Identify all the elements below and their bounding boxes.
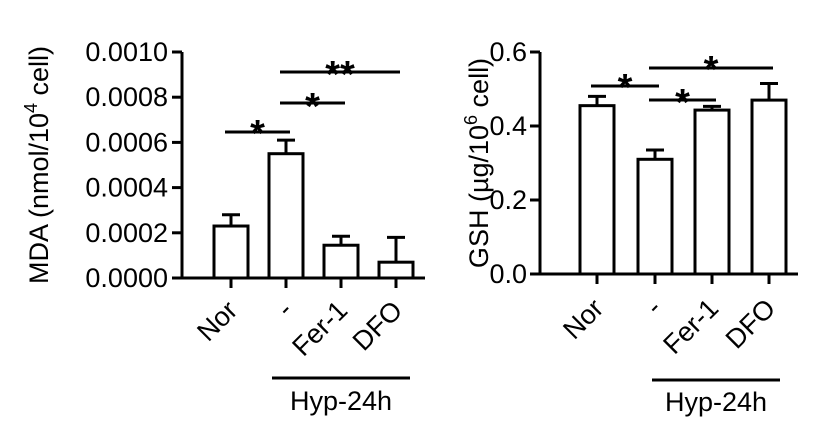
gsh-bar — [750, 98, 788, 276]
mda-y-tick-label: 0.0010 — [85, 37, 168, 67]
gsh-category-label: DFO — [720, 293, 782, 355]
gsh-bar — [693, 108, 731, 276]
gsh-y-tick-label: 0.4 — [489, 111, 527, 141]
mda-significance-marker: ** — [325, 54, 355, 96]
mda-group-label: Hyp-24h — [290, 386, 392, 416]
gsh-category-label: - — [640, 293, 668, 321]
mda-significance-marker: * — [305, 86, 320, 128]
mda-category-label: Fer-1 — [286, 295, 353, 362]
mda-y-tick-label: 0.0004 — [85, 173, 168, 203]
gsh-y-axis-title: GSH (µg/106 cell) — [461, 58, 494, 268]
gsh-y-tick-label: 0.6 — [489, 37, 527, 67]
gsh-group-label: Hyp-24h — [665, 387, 767, 417]
mda-y-tick-label: 0.0008 — [85, 82, 168, 112]
mda-bar — [322, 243, 360, 280]
gsh-category-label: Fer-1 — [657, 293, 724, 360]
mda-bar — [377, 260, 415, 280]
mda-category-label: Nor — [191, 295, 243, 347]
gsh-significance-marker: * — [675, 82, 690, 124]
mda-significance-marker: * — [250, 113, 265, 155]
gsh-bar — [636, 157, 674, 276]
gsh-significance-marker: * — [704, 49, 719, 91]
mda-chart-panel: 0.0000 0.0002 0.0004 0.0006 0.0008 0.0010 MDA … — [21, 37, 425, 416]
mda-category-label: DFO — [347, 295, 409, 357]
mda-y-tick-label: 0.0002 — [85, 218, 168, 248]
gsh-category-label: Nor — [557, 293, 609, 345]
gsh-y-tick-label: 0.0 — [489, 259, 527, 289]
gsh-significance-marker: * — [618, 67, 633, 109]
mda-bar — [267, 152, 305, 280]
mda-y-tick-label: 0.0006 — [85, 127, 168, 157]
mda-bar — [212, 224, 250, 280]
gsh-bar — [578, 104, 616, 276]
mda-y-axis-title: MDA (nmol/104 cell) — [21, 46, 54, 284]
gsh-y-tick-label: 0.2 — [489, 185, 527, 215]
mda-y-tick-label: 0.0000 — [85, 263, 168, 293]
mda-category-label: - — [271, 295, 299, 323]
